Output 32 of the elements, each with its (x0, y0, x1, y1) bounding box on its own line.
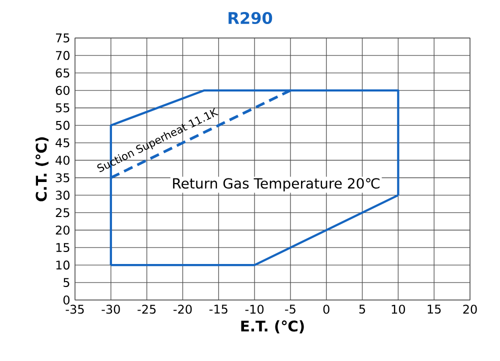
y-tick-label: 20 (56, 226, 70, 235)
y-tick-label: 50 (56, 120, 70, 130)
x-tick-label: 20 (463, 304, 477, 314)
y-tick-label: 0 (63, 295, 70, 305)
x-tick-label: -30 (102, 304, 120, 314)
y-tick-label: 65 (56, 68, 70, 78)
y-axis-title: C.T. (℃) (35, 137, 49, 202)
y-tick-label: 5 (64, 278, 70, 287)
y-tick-label: 70 (56, 50, 70, 60)
y-tick-label: 55 (56, 103, 70, 112)
x-tick-label: -20 (174, 304, 192, 314)
x-axis-title: E.T. (℃) (241, 320, 304, 334)
x-tick-label: 10 (392, 304, 406, 314)
x-tick-label: 0 (323, 304, 330, 314)
y-tick-label: 15 (56, 243, 70, 252)
x-tick-label: -5 (285, 304, 296, 314)
y-tick-label: 60 (56, 86, 70, 95)
y-tick-label: 10 (56, 260, 70, 270)
chart-title: R290 (228, 12, 272, 24)
x-tick-label: -15 (209, 304, 228, 314)
x-tick-label: 15 (428, 304, 441, 314)
x-tick-label: -35 (66, 304, 84, 314)
y-tick-label: 40 (56, 156, 70, 165)
y-tick-label: 30 (56, 190, 70, 200)
y-tick-label: 45 (56, 138, 70, 148)
x-tick-label: -25 (138, 304, 156, 314)
y-tick-label: 75 (56, 34, 70, 42)
annotation: Return Gas Temperature 20℃ (173, 178, 380, 192)
y-tick-label: 35 (56, 173, 70, 182)
x-tick-label: -10 (245, 304, 264, 314)
y-tick-label: 25 (56, 208, 70, 218)
x-tick-label: 5 (359, 304, 366, 314)
